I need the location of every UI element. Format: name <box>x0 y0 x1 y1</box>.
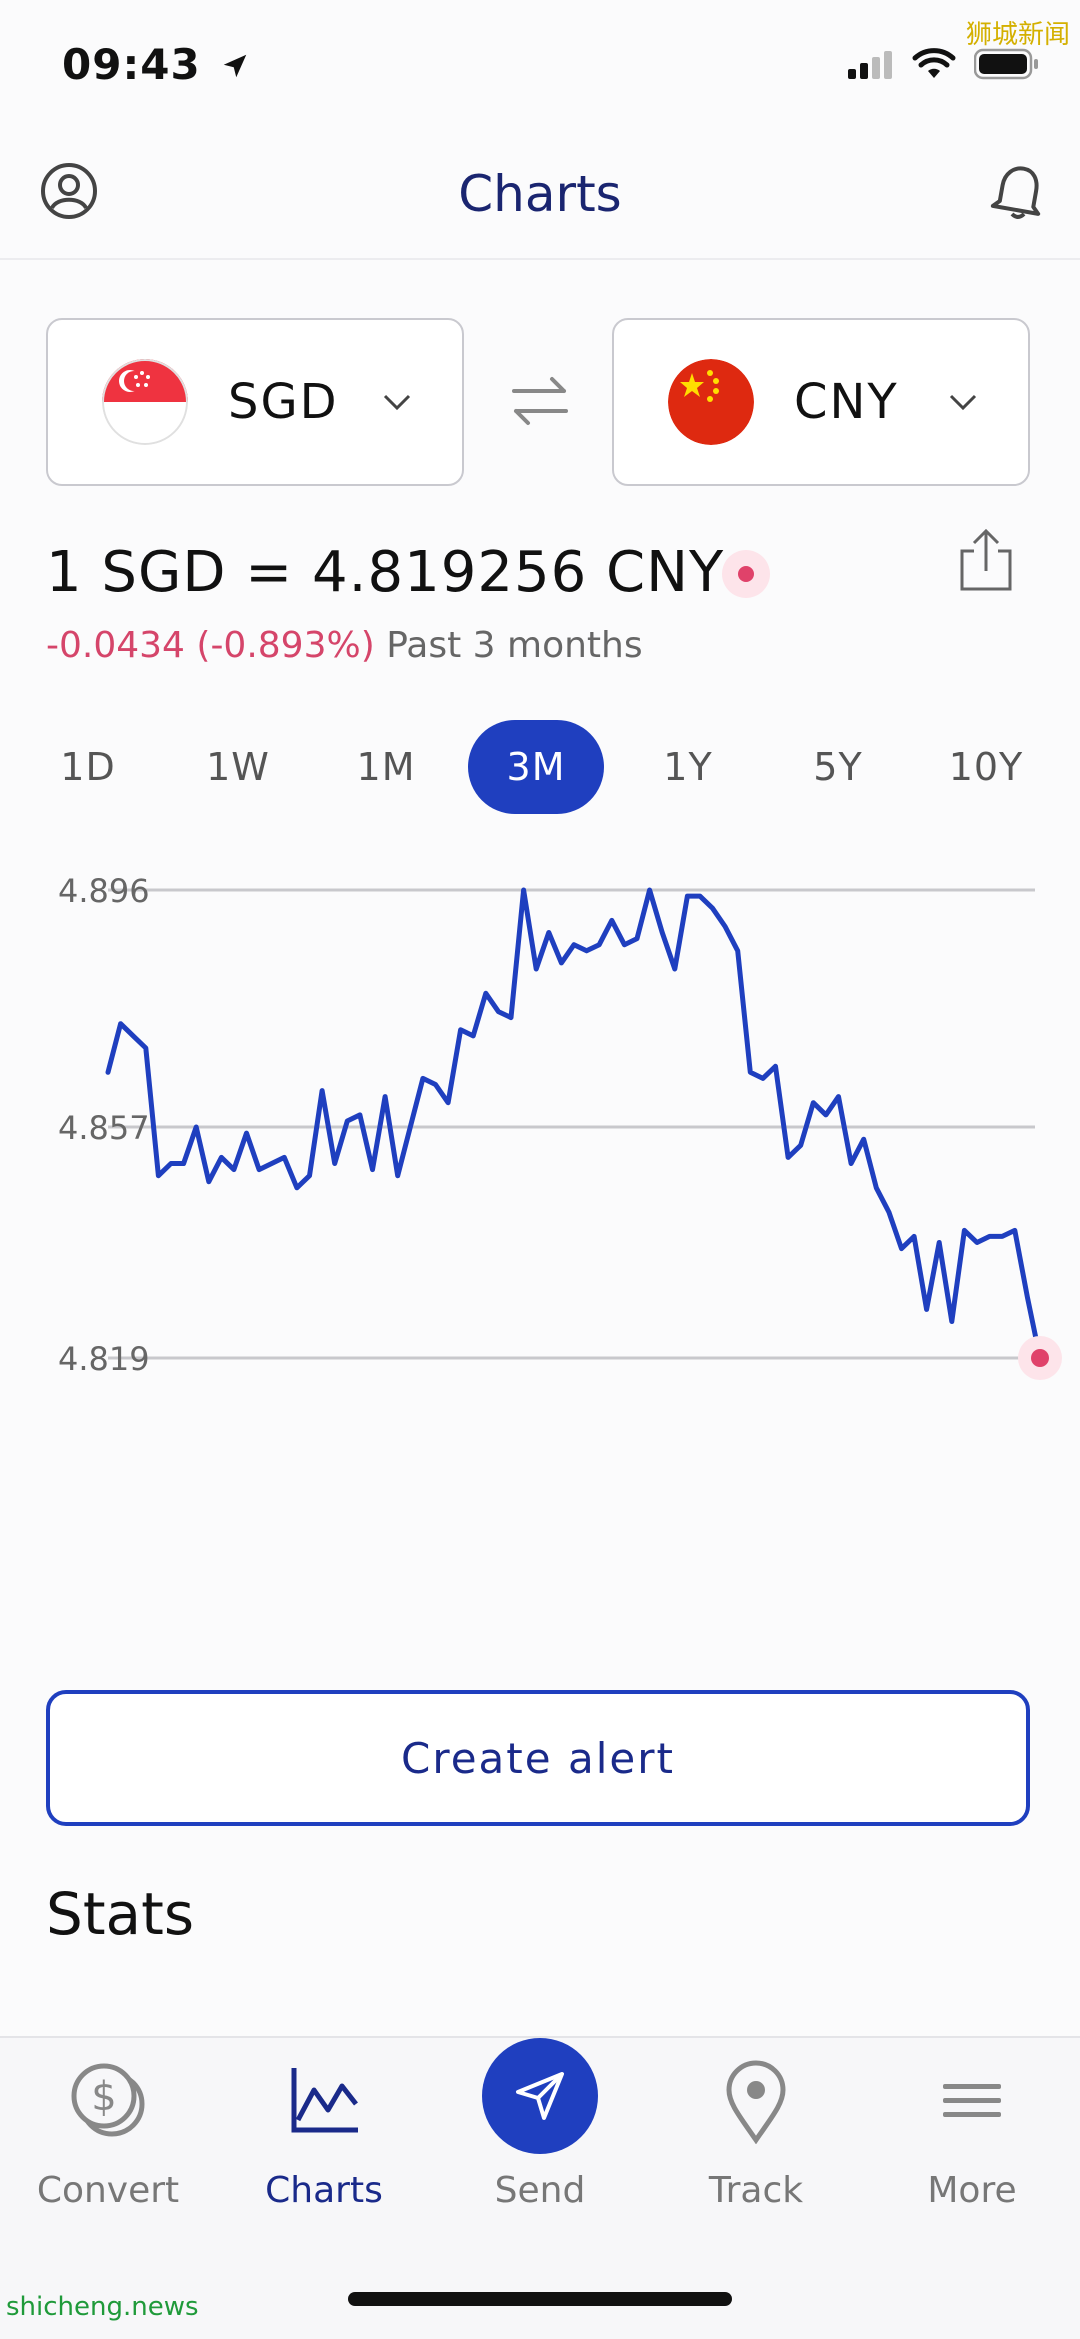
profile-button[interactable] <box>38 160 100 222</box>
tab-1w[interactable]: 1W <box>206 745 270 789</box>
tab-3m[interactable]: 3M <box>468 720 604 814</box>
singapore-flag-icon <box>102 359 188 445</box>
nav-more-label: More <box>927 2170 1017 2211</box>
from-currency-select[interactable]: SGD <box>46 318 464 486</box>
chart-end-marker <box>1031 1349 1049 1367</box>
paper-plane-icon <box>516 2072 564 2120</box>
status-time-text: 09:43 <box>62 40 201 89</box>
watermark-bottom: shicheng.news <box>6 2292 199 2322</box>
share-icon <box>960 528 1012 591</box>
header-bar <box>0 140 1080 260</box>
create-alert-button[interactable]: Create alert <box>46 1690 1030 1826</box>
nav-charts[interactable] <box>224 2060 424 2140</box>
status-icons <box>848 48 1040 80</box>
nav-track[interactable] <box>656 2060 856 2144</box>
swap-arrows-icon <box>512 377 568 425</box>
tab-1d[interactable]: 1D <box>60 745 116 789</box>
nav-track-label: Track <box>708 2170 804 2211</box>
nav-send[interactable] <box>482 2038 598 2154</box>
nav-convert[interactable]: $ <box>8 2060 208 2140</box>
nav-charts-label: Charts <box>265 2170 383 2211</box>
nav-convert-label: Convert <box>36 2170 180 2211</box>
live-indicator <box>722 550 770 598</box>
chevron-down-icon <box>383 394 411 411</box>
tab-1m[interactable]: 1M <box>356 745 416 789</box>
hamburger-menu-icon <box>943 2084 1001 2117</box>
location-arrow-icon <box>224 54 247 78</box>
china-flag-icon <box>668 359 754 445</box>
bell-icon <box>990 166 1041 219</box>
battery-icon <box>974 48 1038 80</box>
rate-change-value: -0.0434 (-0.893%) <box>46 625 375 666</box>
svg-text:$: $ <box>91 2074 116 2120</box>
tab-1y[interactable]: 1Y <box>663 745 713 789</box>
live-dot <box>738 566 754 582</box>
page-title: Charts <box>458 165 622 223</box>
swap-currencies-button[interactable] <box>500 366 580 436</box>
share-button[interactable] <box>956 526 1016 594</box>
rate-change: -0.0434 (-0.893%) Past 3 months <box>46 625 643 666</box>
to-currency-select[interactable]: CNY <box>612 318 1030 486</box>
tab-10y[interactable]: 10Y <box>948 745 1024 789</box>
to-currency-code: CNY <box>794 374 899 430</box>
status-time: 09:43 <box>62 40 250 89</box>
dollar-coins-icon: $ <box>71 2063 145 2137</box>
wifi-icon <box>912 48 956 78</box>
watermark-top: 狮城新闻 <box>965 20 1070 50</box>
from-currency-code: SGD <box>228 374 339 430</box>
y-tick-label: 4.857 <box>58 1109 150 1147</box>
tab-5y[interactable]: 5Y <box>813 745 863 789</box>
line-chart-icon <box>291 2068 358 2133</box>
chart-series-line <box>105 887 1043 1361</box>
chevron-down-icon <box>949 394 977 411</box>
home-indicator[interactable] <box>348 2292 732 2306</box>
rate-change-period: Past 3 months <box>386 625 643 666</box>
nav-more[interactable] <box>872 2060 1072 2140</box>
range-tabs: 1D 1W 1M 3M 1Y 5Y 10Y <box>0 720 1080 814</box>
cellular-signal-icon <box>848 51 892 79</box>
exchange-rate: 1 SGD = 4.819256 CNY <box>46 540 725 605</box>
notifications-button[interactable] <box>988 158 1048 222</box>
y-tick-label: 4.819 <box>58 1340 150 1378</box>
map-pin-icon <box>726 2060 786 2144</box>
nav-send-label: Send <box>494 2170 586 2211</box>
y-tick-label: 4.896 <box>58 872 150 910</box>
profile-icon <box>41 163 97 219</box>
rate-chart[interactable]: 4.896 4.857 4.819 <box>0 840 1080 1620</box>
stats-heading: Stats <box>46 1880 195 1948</box>
